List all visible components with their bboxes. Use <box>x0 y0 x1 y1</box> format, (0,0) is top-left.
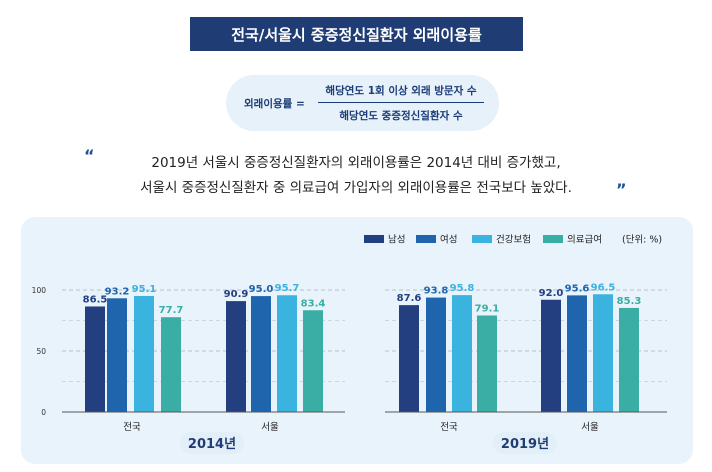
bar <box>277 295 297 412</box>
bar-value-label: 96.5 <box>591 282 616 293</box>
legend-label: 여성 <box>440 234 457 246</box>
y-tick-label: 0 <box>41 408 46 417</box>
bar-value-label: 85.3 <box>617 296 642 307</box>
bar-value-label: 87.6 <box>397 293 422 304</box>
bar-value-label: 77.7 <box>159 305 184 316</box>
summary-line-2: 서울시 중증정신질환자 중 의료급여 가입자의 외래이용률은 전국보다 높았다. <box>140 180 572 196</box>
bar <box>593 294 613 412</box>
bar <box>107 298 127 412</box>
bar-value-label: 90.9 <box>224 289 249 300</box>
x-category-label: 전국 <box>440 422 458 433</box>
bar <box>452 295 472 412</box>
legend-label: 건강보험 <box>496 235 531 246</box>
year-badge <box>180 432 244 454</box>
year-label: 2014년 <box>188 437 236 452</box>
bar <box>619 307 639 412</box>
bar <box>399 305 419 412</box>
bar <box>226 301 246 412</box>
legend-swatch <box>543 235 563 243</box>
legend-label: 남성 <box>388 235 405 246</box>
formula-box: 외래이용률 = 해당연도 1회 이상 외래 방문자 수 해당연도 중증정신질환자… <box>226 75 499 131</box>
page-title: 전국/서울시 중증정신질환자 외래이용률 <box>190 17 523 51</box>
bar <box>477 315 497 412</box>
summary-line-1: 2019년 서울시 중증정신질환자의 외래이용률은 2014년 대비 증가했고, <box>151 155 561 171</box>
formula-numerator: 해당연도 1회 이상 외래 방문자 수 <box>325 85 477 97</box>
bar-value-label: 92.0 <box>539 288 564 299</box>
bar-value-label: 79.1 <box>475 303 500 314</box>
bar <box>303 310 323 412</box>
bar-value-label: 93.8 <box>424 286 449 297</box>
close-quote-icon: ” <box>616 180 627 199</box>
x-category-label: 서울 <box>581 422 599 433</box>
y-tick-label: 100 <box>32 286 47 295</box>
bar <box>161 317 181 412</box>
bar-value-label: 95.8 <box>450 283 475 294</box>
formula-lhs: 외래이용률 = <box>244 98 305 110</box>
x-category-label: 서울 <box>261 422 279 433</box>
bar <box>541 299 561 412</box>
bar-value-label: 95.0 <box>249 284 274 295</box>
bar-value-label: 86.5 <box>83 294 108 305</box>
bar-value-label: 83.4 <box>301 298 326 309</box>
legend-swatch <box>472 235 492 243</box>
bar <box>251 296 271 412</box>
bar-value-label: 95.6 <box>565 283 590 294</box>
legend-unit: (단위: %) <box>622 234 662 246</box>
x-category-label: 전국 <box>123 422 141 433</box>
legend-label: 의료급여 <box>567 234 602 246</box>
legend-swatch <box>416 235 436 243</box>
formula-denominator: 해당연도 중증정신질환자 수 <box>339 110 463 122</box>
formula-fraction-line <box>318 102 484 103</box>
bar <box>85 306 105 412</box>
legend-swatch <box>364 235 384 243</box>
year-badge <box>493 432 557 454</box>
bar <box>426 297 446 412</box>
bar-value-label: 95.7 <box>275 283 300 294</box>
y-tick-label: 50 <box>36 347 46 356</box>
bar-value-label: 95.1 <box>132 284 157 295</box>
open-quote-icon: “ <box>84 146 95 165</box>
bar <box>567 295 587 412</box>
bar <box>134 295 154 412</box>
year-label: 2019년 <box>501 437 549 452</box>
bar-value-label: 93.2 <box>105 286 130 297</box>
